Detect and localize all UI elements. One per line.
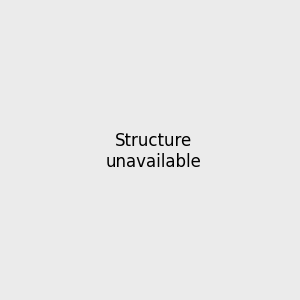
Text: Structure
unavailable: Structure unavailable (106, 132, 202, 171)
